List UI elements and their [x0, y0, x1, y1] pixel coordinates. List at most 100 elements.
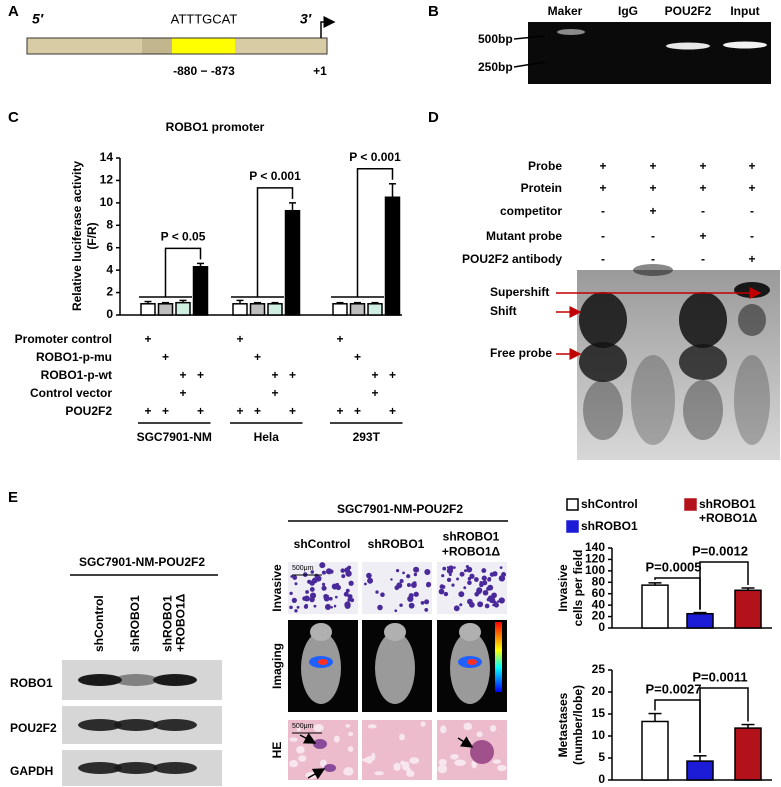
- invading-cell: [321, 585, 327, 591]
- emsa-cell: -: [601, 204, 605, 218]
- invading-cell: [413, 566, 420, 573]
- alveolus: [333, 735, 340, 743]
- significance-bracket: [356, 168, 394, 297]
- blot-band: [78, 719, 122, 731]
- motif: ATTTGCAT: [171, 11, 238, 26]
- emsa-cell: +: [649, 181, 656, 195]
- emsa-cell: -: [601, 252, 605, 266]
- bar: [641, 584, 669, 629]
- signal-core: [318, 659, 328, 665]
- emsa-cell: +: [699, 181, 706, 195]
- invading-cell: [364, 582, 367, 586]
- bar: [384, 196, 401, 316]
- y-axis-label: cells per field: [571, 550, 585, 627]
- invading-cell: [477, 601, 484, 608]
- invading-cell: [469, 573, 475, 579]
- image-column-label: shROBO1: [443, 530, 500, 544]
- condition-mark: +: [162, 404, 169, 418]
- marker-line: [513, 35, 546, 40]
- condition-mark: +: [271, 386, 278, 400]
- invading-cell: [348, 580, 354, 586]
- invading-cell: [291, 597, 297, 603]
- invading-cell: [406, 582, 411, 587]
- invading-cell: [466, 566, 473, 573]
- invading-cell: [290, 575, 294, 578]
- y-tick-label: 14: [100, 150, 114, 164]
- alveolus: [406, 770, 415, 777]
- image-column-label: +ROBO1Δ: [442, 545, 501, 559]
- lane-label: Input: [730, 4, 759, 18]
- group-label: Hela: [254, 430, 280, 444]
- invading-cell: [438, 588, 445, 595]
- p-value: P < 0.001: [249, 169, 301, 183]
- emsa-band: [738, 304, 766, 336]
- emsa-cell: +: [649, 204, 656, 218]
- condition-mark: +: [236, 404, 243, 418]
- invading-cell: [458, 591, 465, 598]
- invading-cell: [451, 583, 455, 587]
- legend-swatch: [566, 498, 579, 511]
- legend-swatch: [684, 498, 697, 511]
- size-marker: 250bp: [478, 60, 513, 74]
- invading-cell: [413, 591, 419, 597]
- condition-mark: +: [271, 368, 278, 382]
- condition-mark: +: [289, 404, 296, 418]
- alveolus: [492, 759, 501, 764]
- alveolus: [289, 759, 298, 768]
- condition-mark: +: [336, 404, 343, 418]
- lane-label: IgG: [618, 4, 638, 18]
- emsa-band: [631, 355, 675, 445]
- y-tick-label: 140: [585, 540, 605, 554]
- emsa-band: [633, 264, 673, 276]
- invading-cell: [310, 570, 315, 574]
- legend-label: shControl: [581, 497, 638, 511]
- emsa-row-name: Protein: [521, 181, 562, 195]
- y-axis-label: Relative luciferase activity: [70, 161, 84, 311]
- invading-cell: [328, 596, 333, 601]
- invading-cell: [479, 581, 484, 585]
- invading-cell: [426, 582, 431, 588]
- condition-name: ROBO1-p-mu: [36, 350, 112, 364]
- bar: [734, 589, 762, 629]
- invading-cell: [305, 590, 309, 594]
- condition-mark: +: [179, 386, 186, 400]
- alveolus: [348, 731, 354, 737]
- panel-label: A: [8, 3, 19, 20]
- he-image: [362, 720, 432, 780]
- invading-cell: [325, 594, 329, 598]
- alveolus: [393, 762, 401, 771]
- invading-cell: [289, 591, 293, 596]
- p-value: P=0.0005: [645, 559, 701, 574]
- alveolus: [409, 757, 420, 764]
- blot-band: [153, 762, 197, 774]
- emsa-cell: +: [748, 159, 755, 173]
- invading-cell: [446, 566, 450, 569]
- bar: [332, 303, 348, 316]
- metastasis: [313, 739, 327, 749]
- invading-cell: [441, 574, 445, 578]
- alveolus: [289, 737, 298, 742]
- alveolus: [367, 724, 377, 729]
- size-marker: 500bp: [478, 32, 513, 46]
- blot-title: SGC7901-NM-POU2F2: [79, 555, 205, 569]
- legend-swatch: [566, 520, 579, 533]
- emsa-cell: -: [701, 252, 705, 266]
- invading-cell: [309, 580, 315, 586]
- invading-cell: [499, 566, 503, 569]
- invading-cell: [493, 602, 499, 608]
- invading-cell: [467, 580, 472, 586]
- invading-cell: [335, 582, 340, 587]
- condition-name: Control vector: [30, 386, 112, 400]
- emsa-cell: +: [649, 159, 656, 173]
- y-tick-label: 100: [585, 563, 605, 577]
- y-tick-label: 20: [592, 609, 606, 623]
- blot-lane-label: +ROBO1Δ: [174, 593, 188, 652]
- invading-cell: [350, 598, 355, 603]
- alveolus: [471, 760, 477, 769]
- emsa-cell: +: [599, 181, 606, 195]
- invading-cell: [459, 571, 465, 577]
- lane-label: POU2F2: [665, 4, 712, 18]
- condition-mark: +: [371, 368, 378, 382]
- invading-cell: [402, 571, 405, 575]
